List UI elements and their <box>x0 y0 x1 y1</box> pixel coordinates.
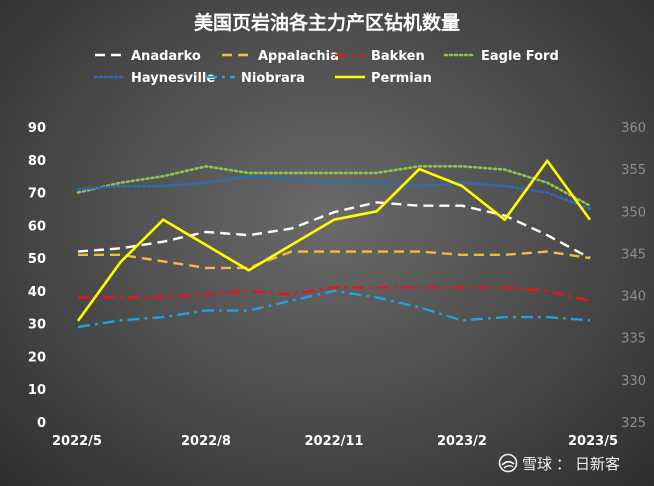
right-tick-label: 340 <box>621 290 646 305</box>
left-tick-label: 70 <box>28 187 46 202</box>
series-line-eagle-ford <box>76 165 592 207</box>
left-tick-label: 50 <box>28 252 46 267</box>
legend-label: Niobrara <box>241 71 305 86</box>
left-tick-label: 80 <box>28 154 46 169</box>
series-line-anadarko <box>77 201 591 260</box>
right-tick-label: 325 <box>621 416 646 431</box>
x-axis-ticks: 2022/5 2022/8 2022/11 2023/2 2023/5 <box>52 434 618 449</box>
series-line-appalachia <box>78 250 591 270</box>
left-tick-label: 40 <box>28 285 46 300</box>
legend-label: Bakken <box>371 49 425 64</box>
x-tick-label: 2022/11 <box>304 434 363 449</box>
x-tick-label: 2023/5 <box>568 434 618 449</box>
legend-label: Appalachia <box>258 49 339 64</box>
left-tick-label: 0 <box>37 416 46 431</box>
legend-label: Haynesville <box>131 71 215 86</box>
series-line-haynesville <box>76 174 592 211</box>
series-line-permian <box>76 159 592 322</box>
right-tick-label: 345 <box>621 247 646 262</box>
watermark: 雪球 ： 日新客 <box>498 452 620 474</box>
series-line-niobrara <box>77 289 591 329</box>
legend-label: Eagle Ford <box>481 49 559 64</box>
right-tick-label: 350 <box>621 205 646 220</box>
left-tick-label: 90 <box>28 121 46 136</box>
left-tick-label: 30 <box>28 318 46 333</box>
legend: Anadarko Appalachia Bakken Eagle Ford Haynes… <box>93 49 559 86</box>
x-tick-label: 2022/8 <box>181 434 231 449</box>
legend-label: Anadarko <box>131 49 201 64</box>
left-axis-ticks: 0 10 20 30 40 50 60 70 80 90 <box>28 121 46 431</box>
left-tick-label: 20 <box>28 350 46 365</box>
x-tick-label: 2023/2 <box>437 434 487 449</box>
right-tick-label: 360 <box>621 121 646 136</box>
left-tick-label: 10 <box>28 383 46 398</box>
series-line-bakken <box>78 286 591 302</box>
x-tick-label: 2022/5 <box>52 434 102 449</box>
snowball-logo-icon <box>498 453 518 473</box>
watermark-brand: 雪球 <box>522 454 553 473</box>
watermark-separator: ： <box>556 454 572 473</box>
left-tick-label: 60 <box>28 219 46 234</box>
chart-title: 美国页岩油各主力产区钻机数量 <box>194 11 460 34</box>
legend-label: Permian <box>371 71 432 86</box>
right-tick-label: 330 <box>621 374 646 389</box>
right-tick-label: 335 <box>621 332 646 347</box>
right-axis-ticks: 325 330 335 340 345 350 355 360 <box>621 121 646 431</box>
watermark-author: 日新客 <box>575 454 621 473</box>
series-lines <box>76 159 592 329</box>
right-tick-label: 355 <box>621 163 646 178</box>
